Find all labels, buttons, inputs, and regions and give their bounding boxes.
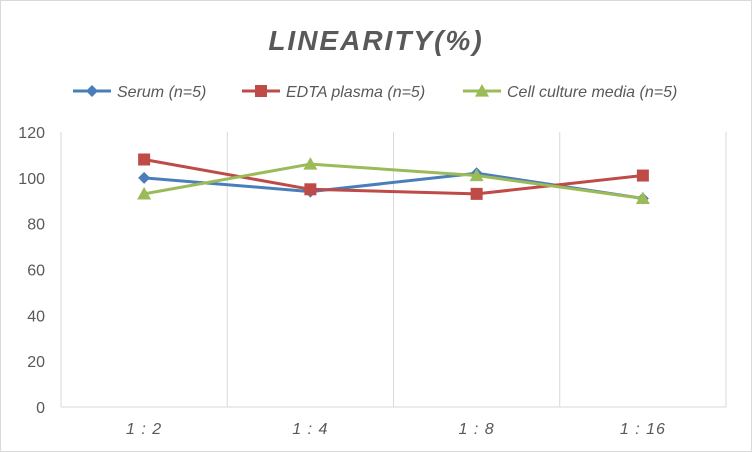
legend-item: Serum (n=5) [73,84,206,101]
data-point [304,183,317,196]
data-point [138,171,151,184]
series-line [143,162,644,200]
data-point [303,157,318,170]
legend-marker [255,85,267,97]
x-tick-label: 1 : 4 [292,421,328,438]
x-axis-ticks: 1 : 2 1 : 4 1 : 8 1 : 16 [126,421,666,438]
chart-title: LINEARITY(%) [268,25,483,56]
x-tick-label: 1 : 8 [459,421,495,438]
y-tick-label: 100 [18,171,45,188]
legend-label: EDTA plasma (n=5) [286,84,425,101]
legend-marker [475,84,489,97]
legend-label: Cell culture media (n=5) [507,84,677,101]
x-tick-label: 1 : 2 [126,421,162,438]
y-tick-label: 60 [27,263,45,280]
legend-label: Serum (n=5) [117,84,206,101]
y-tick-label: 80 [27,217,45,234]
data-point [137,186,152,200]
data-point [138,153,151,166]
series-3 [137,157,650,205]
legend-marker [86,85,98,97]
x-tick-label: 1 : 16 [620,421,666,438]
series-layer [137,153,650,205]
y-tick-label: 0 [36,400,45,417]
series-2 [138,153,649,200]
y-tick-label: 40 [27,308,45,325]
data-point [470,187,483,200]
data-point [636,169,649,182]
y-axis-ticks: 0 20 40 60 80 100 120 [18,125,45,417]
grid-lines [60,132,727,408]
data-point [635,191,650,205]
y-tick-label: 20 [27,354,45,371]
y-tick-label: 120 [18,125,45,142]
legend-item: EDTA plasma (n=5) [242,84,425,101]
legend-item: Cell culture media (n=5) [463,84,677,101]
legend: Serum (n=5) EDTA plasma (n=5) Cell culture… [73,84,677,101]
series-line [143,158,644,196]
data-point [469,168,484,182]
